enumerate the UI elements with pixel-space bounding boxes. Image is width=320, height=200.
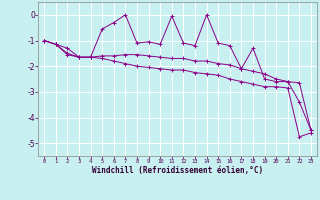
X-axis label: Windchill (Refroidissement éolien,°C): Windchill (Refroidissement éolien,°C) [92,166,263,175]
